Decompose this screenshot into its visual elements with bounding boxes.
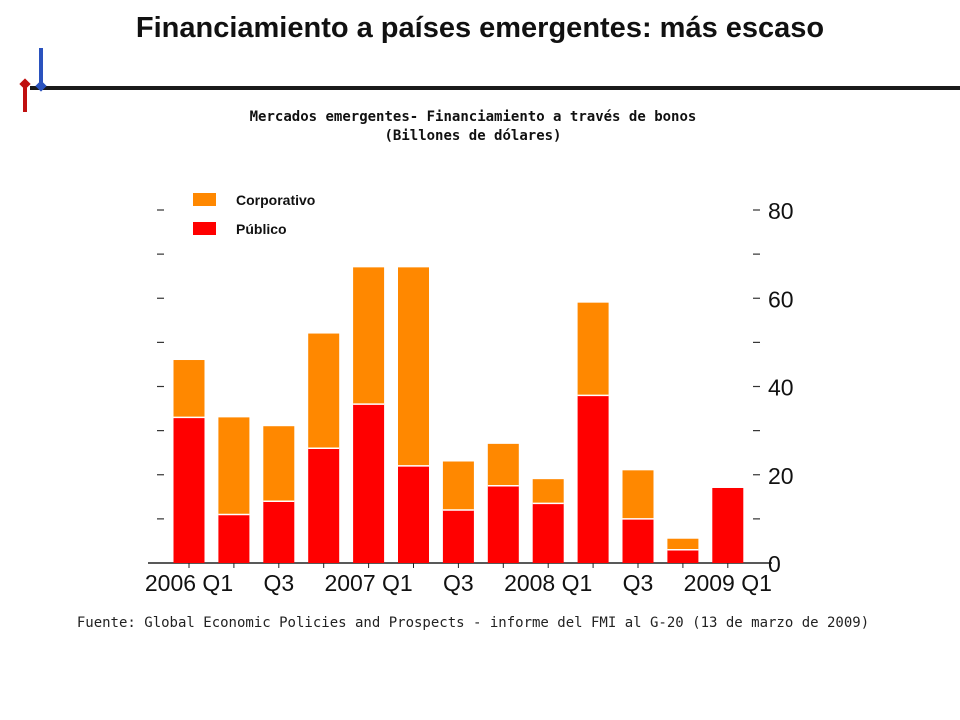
y-tick-label: 0 [768,551,781,577]
bar-publico [442,510,474,563]
y-tick-label: 20 [768,463,794,489]
page-title: Financiamiento a países emergentes: más … [135,12,825,44]
bar-corporativo [308,333,340,449]
bar-corporativo [263,426,295,502]
bar-corporativo [532,479,564,504]
bar-publico [667,549,699,563]
legend-label: Público [236,221,287,237]
y-tick-label: 80 [768,198,794,224]
legend-swatch [193,193,216,206]
legend-swatch [193,222,216,235]
bar-corporativo [218,417,250,515]
bar-corporativo [667,538,699,550]
x-tick-label: Q3 [623,570,654,596]
bar-publico [577,395,609,563]
x-tick-label: 2008 Q1 [504,570,592,596]
legend-label: Corporativo [236,192,315,208]
chart-title: Mercados emergentes- Financiamiento a tr… [249,109,697,125]
title-underline [30,86,960,90]
bar-publico [532,503,564,563]
bar-publico [398,465,429,563]
source-note: Fuente: Global Economic Policies and Pro… [76,615,870,631]
bar-corporativo [442,461,474,511]
bar-publico [308,448,340,563]
bar-corporativo [353,267,385,405]
bar-publico [622,518,654,563]
x-tick-label: Q3 [263,570,294,596]
bar-corporativo [173,360,205,418]
chart-subtitle: (Billones de dólares) [384,128,562,144]
bar-corporativo [622,470,654,519]
x-tick-label: 2007 Q1 [324,570,412,596]
x-tick-label: 2009 Q1 [684,570,772,596]
bar-corporativo [398,267,429,466]
y-tick-label: 40 [768,375,794,401]
bar-corporativo [577,302,609,396]
logo [19,48,47,112]
bar-publico [263,501,295,563]
y-tick-label: 60 [768,286,794,312]
bar-publico [487,485,519,563]
bar-corporativo [487,443,519,486]
x-tick-label: 2006 Q1 [145,570,233,596]
bar-publico [712,487,744,563]
bar-publico [353,404,385,563]
x-tick-label: Q3 [443,570,474,596]
bar-publico [218,514,250,563]
chart-title-block: Mercados emergentes- Financiamiento a tr… [0,108,946,146]
bar-publico [173,417,205,563]
